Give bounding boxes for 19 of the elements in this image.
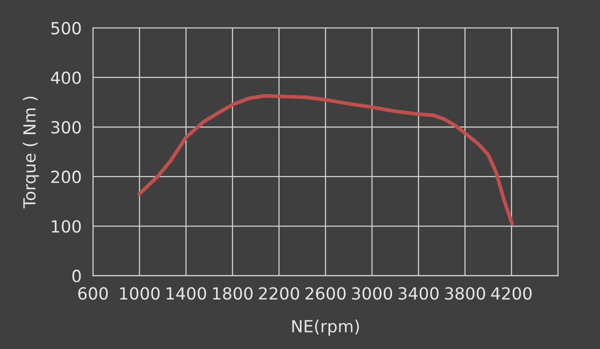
y-tick-label: 100	[52, 220, 81, 233]
x-tick-label: 2600	[306, 287, 346, 300]
y-tick-label: 300	[51, 121, 81, 134]
x-tick-label: 1800	[213, 287, 253, 300]
y-axis-title: Torque ( Nm )	[22, 96, 39, 208]
x-axis-title: NE(rpm)	[292, 320, 359, 336]
x-tick-label: 1000	[120, 287, 160, 300]
y-tick-label: 400	[50, 71, 81, 84]
y-tick-label: 200	[51, 170, 81, 184]
x-tick-label: 1400	[166, 287, 206, 300]
y-tick-label: 0	[72, 270, 81, 282]
y-tick-label: 500	[51, 22, 81, 34]
x-tick-label: 3000	[352, 287, 392, 300]
x-tick-label: 3400	[398, 287, 439, 300]
x-tick-label: 2200	[259, 287, 300, 300]
line-series	[138, 94, 514, 226]
x-tick-label: 3800	[445, 287, 486, 300]
x-tick-label: 600	[78, 287, 108, 300]
x-tick-label: 4200	[491, 287, 532, 300]
